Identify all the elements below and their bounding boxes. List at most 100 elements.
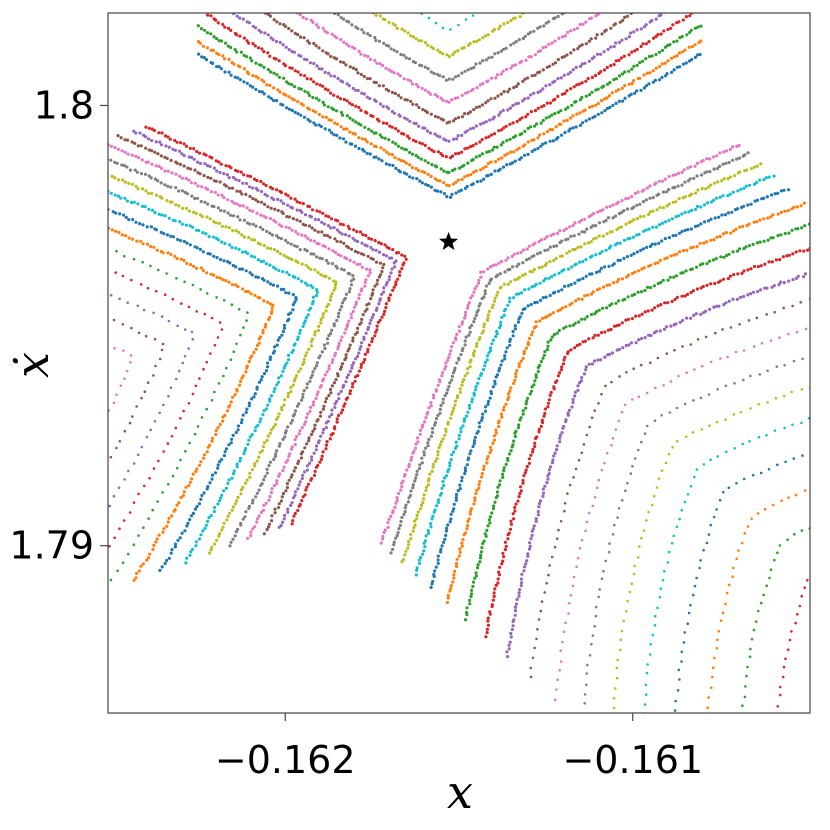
trajectory-point	[460, 150, 464, 154]
trajectory-point	[235, 189, 239, 193]
trajectory-point	[617, 58, 621, 63]
trajectory-point	[257, 380, 262, 384]
trajectory-point	[540, 418, 544, 422]
trajectory-point	[235, 465, 239, 469]
trajectory-point	[684, 435, 688, 439]
trajectory-point	[332, 93, 336, 97]
trajectory-point	[532, 267, 537, 272]
trajectory-point	[724, 149, 729, 153]
trajectory-point	[731, 145, 735, 149]
trajectory-point	[416, 168, 421, 173]
trajectory-point	[232, 469, 236, 473]
trajectory-point	[183, 529, 187, 533]
trajectory-point	[594, 14, 598, 18]
trajectory-point	[602, 50, 606, 54]
trajectory-point	[233, 393, 237, 397]
trajectory-point	[501, 108, 505, 112]
trajectory-point	[131, 415, 134, 418]
trajectory-point	[232, 214, 236, 218]
trajectory-point	[617, 347, 622, 351]
trajectory-point	[101, 156, 104, 159]
trajectory-point	[699, 205, 703, 209]
trajectory-point	[650, 308, 654, 312]
trajectory-point	[626, 295, 630, 299]
trajectory-point	[606, 47, 610, 52]
trajectory-point	[528, 544, 532, 548]
trajectory-point	[310, 455, 314, 459]
trajectory-point	[314, 444, 319, 448]
trajectory-point	[513, 434, 517, 439]
trajectory-point	[502, 282, 506, 286]
trajectory-point	[114, 271, 117, 274]
trajectory-point	[685, 248, 689, 252]
trajectory-point	[495, 490, 499, 494]
trajectory-point	[520, 572, 524, 576]
trajectory-point	[519, 359, 524, 363]
trajectory-point	[378, 62, 382, 66]
trajectory-point	[469, 145, 473, 149]
trajectory-point	[569, 594, 573, 597]
trajectory-point	[391, 248, 395, 252]
trajectory-point	[384, 87, 388, 91]
trajectory-point	[502, 90, 506, 94]
trajectory-point	[256, 258, 260, 262]
trajectory-point	[160, 131, 164, 135]
trajectory-point	[324, 115, 328, 119]
trajectory-point	[695, 576, 698, 580]
trajectory-point	[194, 544, 198, 548]
trajectory-point	[770, 285, 774, 289]
trajectory-point	[329, 295, 333, 299]
trajectory-point	[353, 379, 357, 383]
trajectory-point	[416, 85, 420, 89]
trajectory-point	[439, 440, 444, 444]
trajectory-point	[684, 15, 689, 19]
trajectory-point	[127, 181, 131, 185]
trajectory-point	[452, 576, 456, 580]
trajectory-point	[435, 189, 440, 193]
trajectory-point	[235, 342, 238, 346]
trajectory-point	[498, 565, 502, 569]
trajectory-point	[541, 356, 545, 360]
trajectory-point	[557, 289, 561, 293]
trajectory-point	[458, 483, 462, 487]
trajectory-point	[220, 493, 224, 497]
trajectory-point	[639, 337, 644, 341]
trajectory-point	[683, 195, 688, 199]
trajectory-point	[477, 483, 481, 487]
trajectory-point	[324, 443, 329, 447]
trajectory-point	[800, 421, 803, 425]
trajectory-point	[697, 40, 701, 45]
trajectory-point	[722, 177, 726, 181]
trajectory-point	[217, 534, 221, 538]
trajectory-point	[175, 503, 179, 507]
trajectory-point	[123, 254, 126, 258]
trajectory-point	[654, 52, 658, 57]
trajectory-point	[455, 361, 459, 365]
trajectory-point	[419, 555, 423, 560]
trajectory-point	[245, 319, 248, 322]
trajectory-point	[570, 301, 574, 305]
trajectory-point	[449, 584, 453, 588]
trajectory-point	[277, 223, 281, 227]
trajectory-point	[162, 527, 166, 531]
trajectory-point	[492, 591, 496, 595]
trajectory-point	[483, 364, 487, 368]
trajectory-point	[335, 420, 339, 424]
trajectory-point	[146, 160, 150, 164]
trajectory-point	[238, 189, 242, 194]
trajectory-point	[259, 213, 263, 217]
trajectory-point	[379, 146, 383, 150]
trajectory-point	[470, 588, 474, 593]
trajectory-point	[461, 424, 465, 428]
trajectory-point	[290, 49, 294, 54]
trajectory-point	[285, 4, 288, 7]
trajectory-point	[206, 175, 210, 179]
trajectory-point	[349, 283, 353, 287]
trajectory-point	[593, 73, 598, 78]
trajectory-point	[403, 116, 407, 120]
trajectory-point	[227, 70, 231, 74]
trajectory-point	[695, 161, 700, 165]
trajectory-point	[550, 275, 554, 279]
trajectory-point	[560, 431, 564, 435]
